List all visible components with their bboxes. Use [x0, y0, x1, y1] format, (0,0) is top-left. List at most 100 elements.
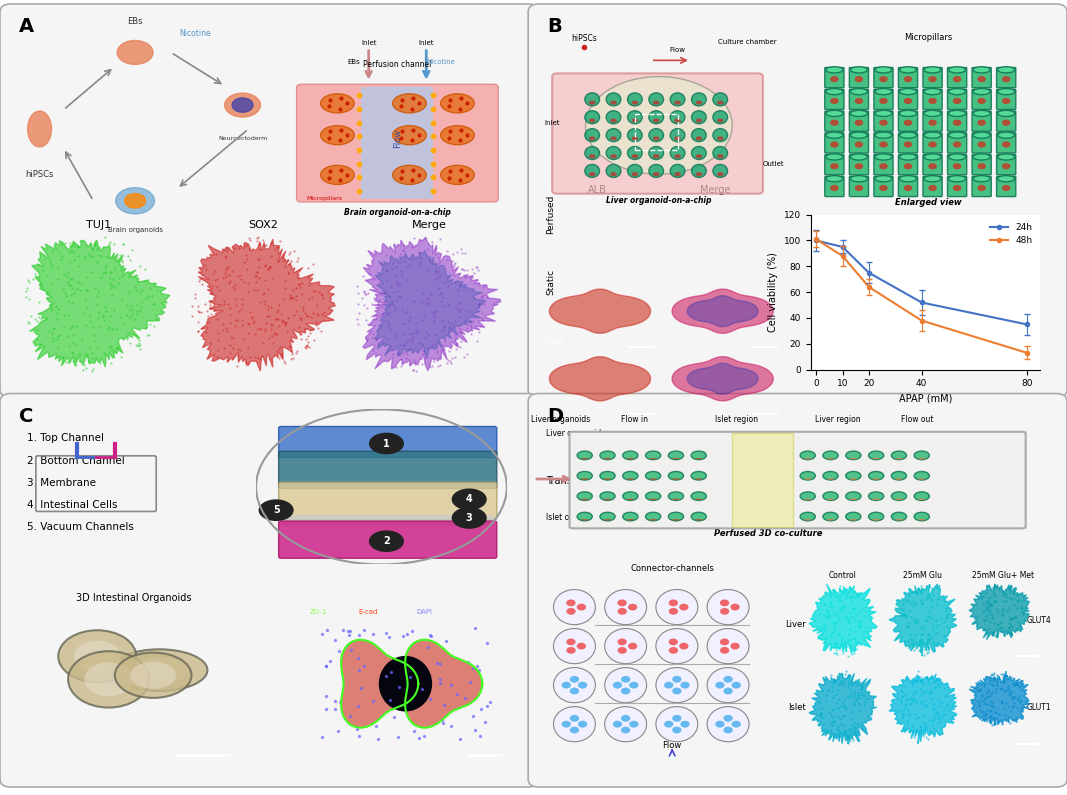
Point	[285, 352, 302, 365]
Point	[978, 626, 996, 639]
Ellipse shape	[691, 93, 706, 106]
Point	[297, 332, 314, 345]
Point	[105, 280, 122, 293]
FancyBboxPatch shape	[972, 89, 991, 110]
Point	[251, 296, 268, 308]
Point	[309, 321, 327, 334]
Point	[148, 284, 165, 297]
Point	[203, 307, 220, 320]
Point	[389, 290, 407, 303]
Point	[426, 315, 443, 328]
Point	[897, 609, 914, 622]
Ellipse shape	[696, 154, 702, 158]
Point	[894, 710, 911, 723]
Ellipse shape	[632, 173, 638, 176]
Point	[67, 351, 84, 364]
Point	[246, 315, 264, 328]
Ellipse shape	[570, 676, 579, 683]
Ellipse shape	[924, 132, 941, 138]
Point	[399, 347, 416, 360]
Point	[981, 670, 998, 683]
Point	[1006, 591, 1023, 604]
Ellipse shape	[899, 88, 917, 95]
Ellipse shape	[691, 512, 706, 521]
Point	[975, 692, 992, 705]
Point	[101, 310, 118, 323]
Point	[827, 673, 844, 686]
Ellipse shape	[895, 519, 903, 521]
Point	[912, 674, 929, 687]
Point	[64, 238, 81, 250]
Point	[218, 264, 235, 277]
Point	[467, 261, 484, 273]
Point	[986, 616, 1003, 629]
Point	[410, 325, 427, 338]
Point	[1002, 612, 1019, 625]
Point	[851, 615, 869, 628]
Point	[382, 300, 399, 312]
Ellipse shape	[949, 132, 966, 138]
Point	[387, 328, 404, 340]
Point	[192, 306, 209, 319]
Ellipse shape	[803, 498, 812, 500]
Point	[815, 619, 832, 631]
Text: Perfused: Perfused	[546, 195, 555, 235]
Ellipse shape	[612, 682, 622, 688]
Polygon shape	[550, 357, 651, 401]
Point	[903, 692, 920, 704]
Point	[65, 287, 82, 300]
Point	[401, 328, 418, 340]
Ellipse shape	[589, 101, 595, 105]
Point	[21, 293, 38, 305]
FancyBboxPatch shape	[997, 89, 1016, 110]
Point	[985, 701, 1002, 714]
Point	[830, 720, 847, 733]
Point	[835, 600, 853, 613]
Point	[1005, 679, 1022, 692]
Point	[371, 320, 388, 333]
Point	[912, 674, 929, 687]
Point	[922, 724, 939, 737]
Point	[972, 683, 989, 696]
Point	[96, 231, 113, 243]
Point	[66, 246, 83, 259]
Text: Neuroectoderm: Neuroectoderm	[218, 136, 267, 142]
Ellipse shape	[649, 93, 664, 106]
Point	[297, 339, 314, 352]
Point	[292, 328, 309, 340]
Point	[222, 316, 239, 329]
Ellipse shape	[117, 41, 153, 64]
Point	[379, 273, 396, 286]
Point	[977, 692, 994, 704]
Point	[380, 320, 397, 333]
Point	[146, 320, 163, 332]
Point	[1009, 588, 1026, 600]
Point	[37, 312, 54, 325]
Ellipse shape	[928, 163, 937, 169]
Point	[107, 262, 124, 274]
Point	[114, 318, 131, 331]
Point	[340, 629, 357, 642]
FancyBboxPatch shape	[972, 68, 991, 87]
Point	[819, 605, 837, 618]
Title: Merge: Merge	[412, 219, 446, 230]
Point	[844, 713, 861, 726]
Ellipse shape	[899, 176, 917, 182]
Point	[197, 326, 214, 339]
Point	[18, 281, 35, 294]
Point	[350, 652, 367, 665]
Ellipse shape	[626, 478, 634, 480]
Point	[45, 321, 62, 334]
Ellipse shape	[850, 132, 867, 138]
Point	[1004, 691, 1021, 704]
FancyBboxPatch shape	[528, 394, 1067, 787]
Point	[44, 326, 61, 339]
Point	[899, 634, 917, 647]
Point	[975, 680, 992, 692]
Ellipse shape	[875, 176, 892, 182]
Point	[245, 284, 262, 297]
Point	[440, 279, 457, 292]
Point	[830, 730, 847, 743]
Ellipse shape	[621, 727, 631, 734]
Point	[895, 721, 912, 734]
